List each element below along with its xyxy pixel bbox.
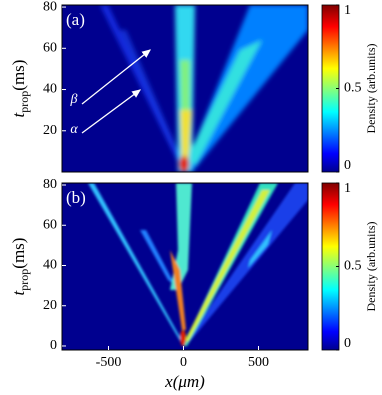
annotation-arrow — [81, 49, 152, 105]
y-tick-label: 20 — [43, 123, 57, 138]
heatmap-feature — [248, 230, 272, 268]
annotation: β — [70, 92, 78, 107]
annotation-arrow — [81, 89, 142, 134]
heatmap-feature — [88, 183, 185, 346]
colorbar-tick-label: 0 — [344, 158, 351, 173]
y-axis-label: tprop(ms) — [9, 238, 31, 296]
y-label-unit: (ms) — [9, 60, 28, 91]
heatmap-feature — [183, 183, 308, 346]
panel-label: (a) — [66, 10, 85, 29]
colorbar-tick-label: 1 — [344, 3, 351, 18]
heatmap-feature — [179, 156, 189, 172]
y-tick-label: 20 — [43, 298, 57, 313]
colorbar-tick-label: 0.5 — [344, 259, 362, 274]
heatmap-feature — [170, 250, 186, 330]
y-tick-label: 40 — [43, 82, 57, 97]
y-tick-label: 80 — [43, 0, 57, 14]
heatmap-feature — [186, 40, 262, 165]
y-tick-label: 0 — [50, 338, 57, 353]
heatmap-feature — [140, 230, 175, 285]
heatmap-a — [100, 5, 308, 172]
y-label-sub: prop — [17, 91, 31, 113]
colorbar-tick-label: 0 — [344, 336, 351, 351]
heatmap-feature — [185, 190, 270, 342]
heatmap-feature — [180, 330, 186, 346]
x-tick-label: 500 — [248, 355, 269, 370]
x-tick-label: -500 — [96, 355, 122, 370]
heatmap-feature — [120, 30, 187, 172]
x-axis-label: x(μm) — [164, 372, 205, 391]
annotation: α — [70, 122, 78, 137]
y-tick-label: 60 — [43, 217, 57, 232]
y-label-symbol: t — [9, 111, 28, 117]
colorbar-label: Density (arb.units) — [364, 44, 378, 134]
y-tick-label: 40 — [43, 258, 57, 273]
y-label-symbol: t — [9, 289, 28, 295]
heatmap-b — [88, 183, 308, 346]
heatmap-feature — [180, 110, 192, 165]
y-axis-label: tprop(ms) — [9, 60, 31, 118]
panel-label: (b) — [66, 188, 86, 207]
plot-frame — [61, 4, 309, 173]
colorbar-tick-label: 1 — [344, 181, 351, 196]
y-tick-label: 60 — [43, 41, 57, 56]
plot-frame — [61, 182, 309, 351]
colorbar-tick-label: 0.5 — [344, 81, 362, 96]
y-label-sub: prop — [17, 269, 31, 291]
y-tick-label: 80 — [43, 177, 57, 192]
colorbar-label: Density (arb.units) — [364, 222, 378, 312]
y-label-unit: (ms) — [9, 238, 28, 269]
x-tick-label: 0 — [180, 355, 187, 370]
